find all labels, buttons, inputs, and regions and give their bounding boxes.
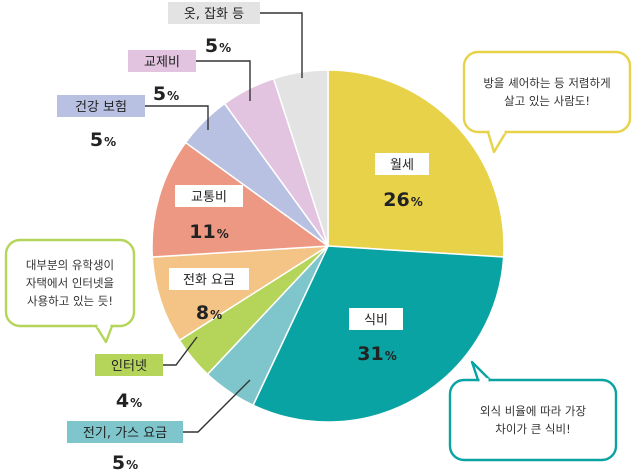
slice-label-3: 인터넷 4% xyxy=(95,354,163,412)
leader-line-2 xyxy=(183,379,251,433)
slice-label-box xyxy=(169,268,249,290)
pie-slice-8 xyxy=(272,69,329,247)
slice-label-text: 교제비 xyxy=(144,55,180,70)
slice-label-text: 건강 보험 xyxy=(75,100,127,115)
slice-label-2: 전기, 가스 요금 5% xyxy=(67,421,183,472)
slice-label-box xyxy=(375,153,429,175)
leader-line-3 xyxy=(163,336,198,366)
slice-label-box xyxy=(128,50,196,72)
slice-label-text: 전화 요금 xyxy=(183,273,235,288)
slice-percent: 11% xyxy=(189,221,228,243)
slice-percent: 5% xyxy=(90,129,116,151)
slice-label-6: 건강 보험 5% xyxy=(57,95,145,151)
callout-line: 외식 비율에 따라 가장 xyxy=(480,404,587,418)
callout-line: 차이가 큰 식비! xyxy=(495,422,570,436)
slice-label-8: 옷, 잡화 등 5% xyxy=(168,2,260,57)
slice-percent: 4% xyxy=(116,390,142,412)
leader-line-6 xyxy=(145,105,209,130)
callout-line: 방을 셰어하는 등 저렴하게 xyxy=(483,76,610,90)
slice-label-text: 인터넷 xyxy=(111,359,147,374)
callout-line: 대부분의 유학생이 xyxy=(26,258,114,272)
slice-label-0: 월세 26% xyxy=(375,153,429,211)
slice-label-box xyxy=(175,185,243,207)
slice-label-1: 식비 31% xyxy=(349,308,403,365)
slice-label-box xyxy=(67,421,183,443)
slice-label-text: 식비 xyxy=(364,313,388,328)
slice-percent: 5% xyxy=(112,452,138,472)
slice-label-box xyxy=(168,2,260,24)
callout-line: 살고 있는 사람도! xyxy=(504,94,590,108)
slice-percent: 8% xyxy=(196,302,222,324)
slice-label-7: 교제비 5% xyxy=(128,50,196,105)
callout-line: 자택에서 인터넷을 xyxy=(26,276,114,290)
pie-slice-1 xyxy=(252,245,505,423)
slice-label-box xyxy=(349,308,403,330)
slice-label-5: 교통비 11% xyxy=(175,185,243,243)
slice-label-text: 월세 xyxy=(390,158,414,173)
slice-label-text: 교통비 xyxy=(191,190,227,205)
slice-label-box xyxy=(57,95,145,117)
slice-percent: 5% xyxy=(153,83,179,105)
callout-line: 사용하고 있는 듯! xyxy=(27,294,113,308)
slice-percent: 31% xyxy=(357,343,396,365)
leader-line-8 xyxy=(260,12,303,78)
leader-line-7 xyxy=(196,60,251,101)
slice-percent: 5% xyxy=(205,35,231,57)
slice-label-4: 전화 요금 8% xyxy=(169,268,249,324)
slice-label-box xyxy=(95,354,163,376)
slice-percent: 26% xyxy=(383,189,422,211)
slice-label-text: 옷, 잡화 등 xyxy=(184,7,244,22)
slice-label-text: 전기, 가스 요금 xyxy=(83,426,167,441)
